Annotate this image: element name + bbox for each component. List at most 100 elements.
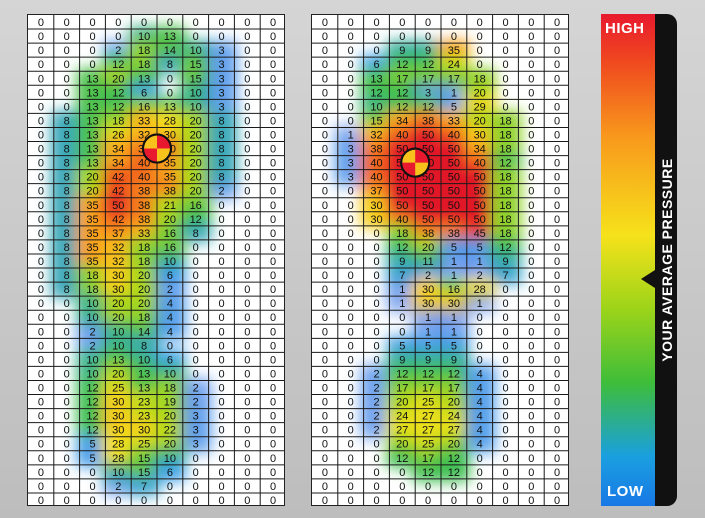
right-cell-value: 0 bbox=[373, 284, 379, 296]
left-cell-value: 13 bbox=[138, 73, 150, 85]
left-grid-lines bbox=[28, 15, 284, 505]
right-cell-value: 5 bbox=[425, 340, 431, 352]
right-cell-value: 1 bbox=[477, 256, 483, 268]
right-cell-value: 50 bbox=[422, 214, 434, 226]
left-cell-value: 20 bbox=[138, 284, 150, 296]
right-cell-value: 1 bbox=[425, 312, 431, 324]
left-cell-value: 35 bbox=[86, 256, 98, 268]
left-cell-value: 0 bbox=[270, 214, 276, 226]
left-cell-value: 8 bbox=[141, 340, 147, 352]
left-cell-value: 0 bbox=[64, 45, 70, 57]
right-cell-value: 27 bbox=[422, 411, 434, 423]
left-cell-value: 10 bbox=[86, 312, 98, 324]
right-cell-value: 4 bbox=[477, 439, 483, 451]
left-cell-value: 8 bbox=[167, 59, 173, 71]
left-cell-value: 4 bbox=[167, 326, 173, 338]
left-cell-value: 18 bbox=[138, 59, 150, 71]
left-cell-value: 0 bbox=[64, 397, 70, 409]
right-cell-value: 0 bbox=[399, 326, 405, 338]
left-cell-value: 0 bbox=[270, 340, 276, 352]
right-cell-value: 5 bbox=[399, 340, 405, 352]
right-cell-value: 1 bbox=[477, 298, 483, 310]
right-cell-value: 0 bbox=[348, 242, 354, 254]
right-heat-cell bbox=[386, 447, 419, 468]
left-cell-value: 0 bbox=[270, 256, 276, 268]
right-cell-value: 0 bbox=[477, 467, 483, 479]
right-cell-value: 0 bbox=[554, 200, 560, 212]
left-cell-value: 25 bbox=[112, 383, 124, 395]
right-cell-value: 2 bbox=[425, 270, 431, 282]
left-cell-value: 8 bbox=[193, 228, 199, 240]
left-cell-value: 35 bbox=[164, 158, 176, 170]
left-cell-value: 8 bbox=[64, 228, 70, 240]
left-cell-value: 0 bbox=[218, 200, 224, 212]
right-cell-value: 9 bbox=[425, 354, 431, 366]
right-cell-value: 0 bbox=[322, 495, 328, 506]
left-cell-value: 3 bbox=[218, 87, 224, 99]
left-cell-value: 13 bbox=[86, 73, 98, 85]
right-cell-value: 38 bbox=[422, 115, 434, 127]
left-foot-grid: 0 0 0 0 0 0 0 0 0 0 0 0 0 0 10 13 0 0 0 0 0 0 0 2 18 14 10 3 0 0 0 0 0 12… bbox=[27, 14, 285, 506]
right-cell-value: 0 bbox=[348, 467, 354, 479]
left-cell-value: 30 bbox=[112, 270, 124, 282]
left-cell-value: 0 bbox=[167, 340, 173, 352]
right-cell-value: 0 bbox=[425, 17, 431, 29]
left-cell-value: 0 bbox=[167, 481, 173, 493]
left-cell-value: 0 bbox=[270, 425, 276, 437]
left-cell-value: 0 bbox=[193, 242, 199, 254]
right-cell-value: 0 bbox=[477, 340, 483, 352]
right-cell-value: 0 bbox=[373, 270, 379, 282]
left-cell-value: 0 bbox=[193, 17, 199, 29]
left-cell-value: 14 bbox=[138, 326, 150, 338]
right-cell-value: 12 bbox=[370, 87, 382, 99]
right-cell-value: 0 bbox=[348, 101, 354, 113]
left-cell-value: 0 bbox=[167, 17, 173, 29]
left-cell-value: 0 bbox=[218, 383, 224, 395]
left-cell-value: 8 bbox=[64, 200, 70, 212]
left-cell-value: 13 bbox=[86, 101, 98, 113]
left-cell-value: 0 bbox=[270, 481, 276, 493]
right-cell-value: 0 bbox=[554, 397, 560, 409]
left-cell-value: 0 bbox=[38, 144, 44, 156]
right-cell-value: 0 bbox=[502, 45, 508, 57]
right-cell-value: 0 bbox=[502, 354, 508, 366]
right-cell-value: 0 bbox=[528, 467, 534, 479]
right-cell-value: 0 bbox=[554, 129, 560, 141]
left-cell-value: 6 bbox=[167, 354, 173, 366]
right-cell-value: 0 bbox=[373, 495, 379, 506]
left-cell-value: 0 bbox=[167, 495, 173, 506]
right-cell-value: 5 bbox=[477, 242, 483, 254]
right-cell-value: 7 bbox=[399, 270, 405, 282]
left-cell-value: 0 bbox=[270, 45, 276, 57]
right-cell-value: 30 bbox=[474, 129, 486, 141]
left-cell-value: 0 bbox=[270, 73, 276, 85]
right-cell-value: 0 bbox=[348, 87, 354, 99]
left-cell-value: 3 bbox=[218, 73, 224, 85]
left-cell-value: 0 bbox=[193, 453, 199, 465]
left-cell-value: 0 bbox=[270, 200, 276, 212]
right-cell-value: 24 bbox=[448, 59, 460, 71]
left-cell-value: 0 bbox=[38, 298, 44, 310]
left-cell-value: 18 bbox=[138, 242, 150, 254]
right-cell-value: 0 bbox=[554, 326, 560, 338]
right-cell-value: 17 bbox=[396, 73, 408, 85]
left-cell-value: 40 bbox=[138, 158, 150, 170]
left-cell-value: 0 bbox=[218, 467, 224, 479]
left-cell-value: 37 bbox=[112, 228, 124, 240]
left-cell-value: 20 bbox=[190, 172, 202, 184]
left-cell-value: 0 bbox=[64, 495, 70, 506]
right-cell-value: 15 bbox=[370, 115, 382, 127]
left-cell-value: 0 bbox=[244, 439, 250, 451]
left-cell-value: 0 bbox=[89, 17, 95, 29]
right-cell-value: 40 bbox=[396, 129, 408, 141]
left-cell-value: 12 bbox=[86, 383, 98, 395]
left-cell-value: 0 bbox=[244, 144, 250, 156]
left-cell-value: 0 bbox=[218, 453, 224, 465]
left-cell-value: 8 bbox=[64, 172, 70, 184]
right-cell-value: 0 bbox=[502, 87, 508, 99]
right-cell-value: 0 bbox=[528, 158, 534, 170]
left-foot-heatmap: 0 0 0 0 0 0 0 0 0 00 0 0 0 10 13 0 0 0 00 0 0 2 18 14 10 3 0 00 0 0 12… bbox=[28, 15, 284, 506]
left-cell-value: 0 bbox=[218, 312, 224, 324]
left-cell-value: 30 bbox=[112, 425, 124, 437]
right-cell-value: 6 bbox=[373, 59, 379, 71]
